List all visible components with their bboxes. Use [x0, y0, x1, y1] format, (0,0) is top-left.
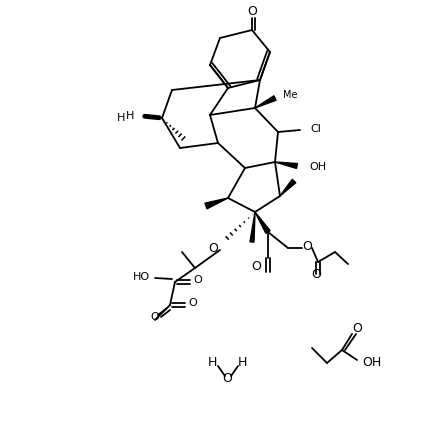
Polygon shape [255, 96, 276, 108]
Text: O: O [208, 241, 218, 254]
Text: H: H [207, 357, 217, 369]
Polygon shape [255, 212, 270, 233]
Text: O: O [247, 4, 257, 18]
Polygon shape [205, 198, 228, 209]
Text: O: O [151, 312, 160, 322]
Text: O: O [222, 372, 232, 385]
Polygon shape [280, 179, 296, 196]
Text: O: O [311, 268, 321, 281]
Text: HO: HO [133, 272, 150, 282]
Text: O: O [251, 260, 261, 272]
Text: H: H [117, 113, 125, 123]
Text: O: O [302, 240, 312, 253]
Text: O: O [352, 323, 362, 335]
Text: Me: Me [283, 90, 298, 100]
Text: O: O [193, 275, 202, 285]
Polygon shape [250, 212, 255, 242]
Text: H: H [237, 357, 247, 369]
Text: Cl: Cl [310, 124, 321, 134]
Polygon shape [275, 162, 298, 168]
Text: OH: OH [309, 162, 326, 172]
Text: OH: OH [362, 357, 381, 369]
Text: O: O [188, 298, 197, 308]
Text: H: H [125, 111, 134, 121]
